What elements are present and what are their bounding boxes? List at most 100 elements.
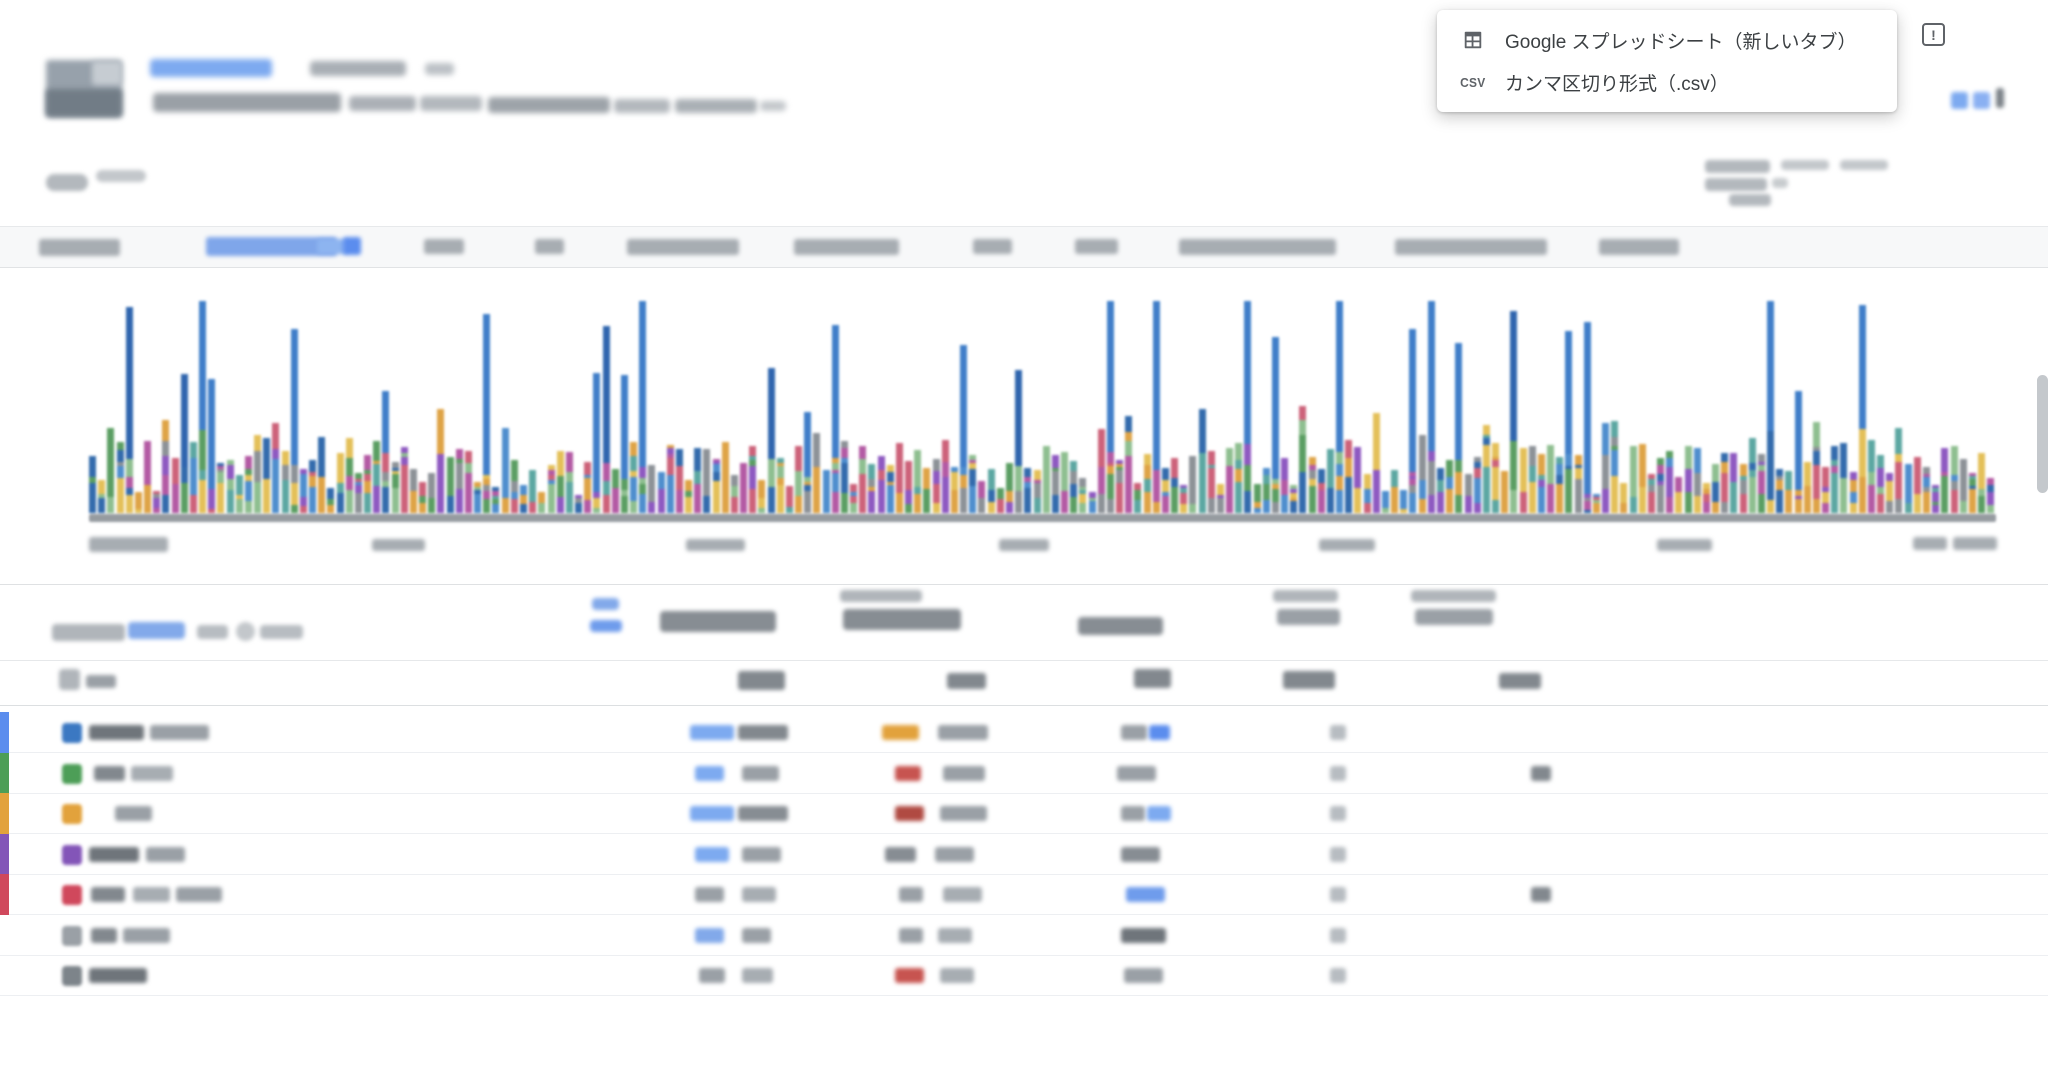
redacted-row-label [115, 806, 152, 821]
chart-bar [1895, 428, 1903, 513]
table-control[interactable] [52, 624, 125, 641]
redacted-title-text [349, 96, 416, 111]
chart-bar [1226, 448, 1234, 513]
redacted-metric-value [895, 968, 924, 983]
table-control-icon[interactable] [236, 622, 255, 641]
menu-item-csv[interactable]: CSV カンマ区切り形式（.csv） [1437, 61, 1897, 103]
chart-bar [840, 440, 848, 513]
chart-bar [657, 471, 665, 513]
tab[interactable] [973, 239, 1012, 254]
column-header [86, 675, 116, 688]
table-control[interactable] [260, 625, 303, 639]
redacted-metric-value [742, 928, 771, 943]
tab[interactable] [424, 239, 464, 254]
filter-chip[interactable] [46, 174, 88, 191]
table-control[interactable] [197, 625, 228, 639]
chart-bar [501, 427, 509, 513]
table-row[interactable] [0, 834, 2048, 875]
tab[interactable] [627, 239, 739, 255]
chart-bar [1152, 301, 1160, 513]
tab[interactable] [206, 237, 337, 256]
table-row[interactable] [0, 874, 2048, 915]
redacted-metric-value [699, 968, 725, 983]
chart-bar [1528, 446, 1536, 513]
chart-bar [556, 450, 564, 513]
tab[interactable] [794, 239, 899, 255]
chart-bar [483, 313, 491, 513]
redacted-row-label [150, 725, 209, 740]
redacted-status-text [1705, 178, 1767, 191]
scrollbar-thumb[interactable] [2037, 375, 2048, 493]
header-icon[interactable] [1996, 88, 2004, 108]
redacted-metric-value [882, 725, 919, 740]
chart-bar [620, 375, 628, 513]
chart-bar [1721, 453, 1729, 513]
chart-bar [1684, 446, 1692, 513]
chart-bar [89, 455, 96, 513]
table-row[interactable] [0, 955, 2048, 996]
row-favicon [62, 764, 82, 784]
chart-bar [666, 444, 674, 513]
chart-bar [1171, 458, 1179, 513]
table-control[interactable] [128, 622, 185, 639]
tab[interactable] [343, 237, 361, 255]
chart-bar [354, 472, 362, 513]
chart-bar [1125, 415, 1133, 513]
chart-bar [547, 465, 555, 513]
table-row[interactable] [0, 915, 2048, 956]
chart-bar [1702, 482, 1710, 513]
menu-item-google-sheets[interactable]: Google スプレッドシート（新しいタブ） [1437, 19, 1897, 61]
header-icon[interactable] [1951, 92, 1968, 109]
chart-bar [1987, 478, 1995, 513]
chart-bar [400, 447, 408, 513]
redacted-row-label [91, 928, 117, 943]
site-thumbnail [46, 89, 122, 117]
chart-bar [565, 451, 573, 513]
chart-bar [1281, 458, 1289, 513]
redacted-status-text [1840, 160, 1888, 170]
row-color-stripe [0, 712, 9, 753]
chart-bar [1070, 460, 1078, 513]
filter-chip[interactable] [96, 170, 146, 182]
tab[interactable] [535, 239, 564, 254]
table-row[interactable] [0, 712, 2048, 753]
feedback-icon[interactable]: ! [1922, 23, 1945, 46]
chart-bar [1079, 478, 1087, 513]
chart-bar [1730, 452, 1738, 513]
chart-bar [1767, 301, 1775, 513]
redacted-metric-value [943, 766, 985, 781]
chart-bar [455, 448, 463, 513]
chart-bar [254, 435, 262, 513]
chart-bar [1510, 310, 1518, 513]
chart-bar [804, 412, 812, 513]
tab[interactable] [1179, 239, 1336, 255]
chart-bar [712, 458, 720, 513]
row-favicon [62, 723, 82, 743]
redacted-row-label [89, 847, 139, 862]
chart-bar [1381, 491, 1389, 513]
chart-bar [437, 409, 445, 513]
chart-bar [1923, 466, 1930, 513]
chart-bar [1537, 453, 1545, 513]
tab[interactable] [317, 239, 347, 254]
chart-bar [1794, 391, 1802, 513]
chart-bar [345, 438, 353, 513]
header-icon[interactable] [1973, 92, 1990, 109]
table-row[interactable] [0, 793, 2048, 834]
chart-bar [859, 445, 867, 513]
redacted-metric-value [1330, 847, 1346, 862]
chart-bar [1253, 484, 1261, 513]
column-group-header [1415, 609, 1493, 625]
tab[interactable] [1395, 239, 1547, 255]
table-row[interactable] [0, 753, 2048, 794]
chart-bar [538, 491, 546, 513]
column-group-header [1411, 590, 1496, 602]
tab[interactable] [1599, 239, 1679, 255]
tab[interactable] [39, 239, 120, 256]
tab[interactable] [1075, 239, 1118, 254]
axis-label [1953, 537, 1997, 550]
select-all-checkbox[interactable] [59, 669, 80, 690]
redacted-metric-value [690, 725, 734, 740]
chart-bar [272, 423, 280, 513]
